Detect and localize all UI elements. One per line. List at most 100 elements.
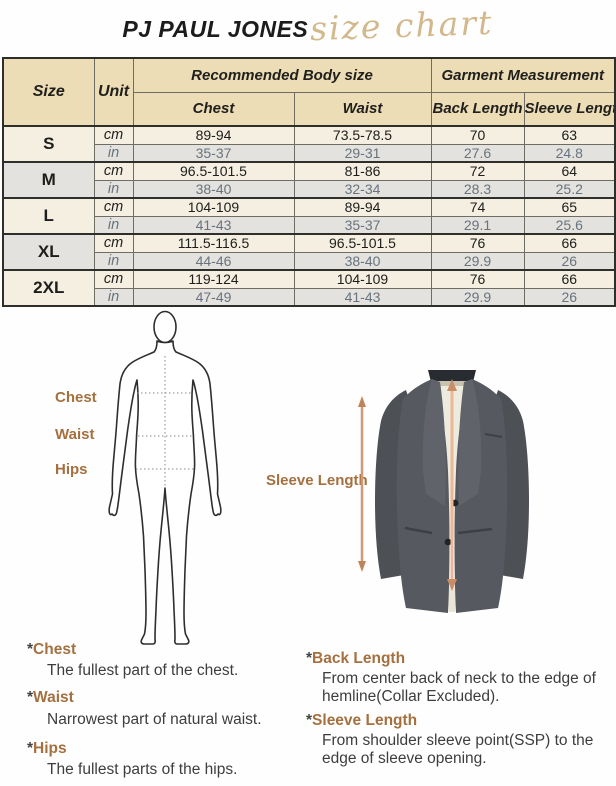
value-cell: 38-40	[132, 179, 295, 199]
asterisk: *	[306, 712, 313, 729]
row-l-in: in 41-43 35-37 29.1 25.6	[3, 215, 616, 235]
value-cell: 25.6	[523, 215, 616, 235]
note-hips-desc: The fullest parts of the hips.	[47, 761, 238, 778]
page-title: PJ PAUL JONES size chart	[0, 2, 616, 50]
unit-cell: in	[93, 287, 134, 307]
header-garment-group: Garment Measurement	[430, 57, 616, 93]
asterisk: *	[27, 689, 34, 706]
unit-cell: cm	[93, 161, 134, 181]
value-cell: 27.6	[430, 143, 525, 163]
size-table: Size Unit Recommended Body size Garment …	[2, 57, 616, 307]
header-waist: Waist	[293, 91, 432, 127]
value-cell: 89-94	[293, 197, 432, 217]
note-chest-desc: The fullest part of the chest.	[47, 662, 239, 679]
value-cell: 47-49	[132, 287, 295, 307]
value-cell: 29.9	[430, 287, 525, 307]
value-cell: 41-43	[293, 287, 432, 307]
unit-cell: cm	[93, 233, 134, 253]
row-l-cm: L cm 104-109 89-94 74 65	[2, 197, 616, 235]
note-hips-title: *Hips	[27, 740, 67, 757]
size-cell: 2XL	[2, 269, 95, 307]
row-m-cm: M cm 96.5-101.5 81-86 72 64	[2, 161, 616, 199]
sleeve-length-arrow-icon	[358, 396, 366, 572]
note-sleeve-length-desc: From shoulder sleeve point(SSP) to the e…	[322, 732, 594, 767]
body-figure-illustration	[108, 310, 222, 645]
value-cell: 96.5-101.5	[293, 233, 432, 253]
size-chart-script-title: size chart	[309, 2, 495, 49]
value-cell: 72	[430, 161, 525, 181]
value-cell: 29-31	[293, 143, 432, 163]
header-back-length: Back Length	[430, 91, 525, 127]
note-chest-title: *Chest	[27, 641, 77, 658]
jacket-illustration	[358, 370, 529, 613]
brand-title: PJ PAUL JONES	[122, 16, 309, 42]
header-chest: Chest	[132, 91, 295, 127]
value-cell: 104-109	[132, 197, 295, 217]
size-cell: XL	[2, 233, 95, 271]
unit-cell: cm	[93, 125, 134, 145]
header-body-group: Recommended Body size	[132, 57, 432, 93]
note-back-length-title: *Back Length	[306, 650, 406, 667]
row-2xl-in: in 47-49 41-43 29.9 26	[3, 287, 616, 307]
asterisk: *	[27, 740, 34, 757]
value-cell: 32-34	[293, 179, 432, 199]
size-cell: S	[2, 125, 95, 163]
value-cell: 119-124	[132, 269, 295, 289]
value-cell: 64	[523, 161, 616, 181]
size-cell: L	[2, 197, 95, 235]
unit-cell: in	[93, 215, 134, 235]
note-waist-title: *Waist	[27, 689, 74, 706]
back-length-arrow-icon	[447, 379, 457, 591]
value-cell: 26	[523, 251, 616, 271]
note-back-length-desc: From center back of neck to the edge of …	[322, 670, 596, 705]
value-cell: 41-43	[132, 215, 295, 235]
value-cell: 111.5-116.5	[132, 233, 295, 253]
value-cell: 29.9	[430, 251, 525, 271]
note-sleeve-length-title: *Sleeve Length	[306, 712, 418, 729]
size-cell: M	[2, 161, 95, 199]
value-cell: 66	[523, 233, 616, 253]
value-cell: 96.5-101.5	[132, 161, 295, 181]
row-s-in: in 35-37 29-31 27.6 24.8	[3, 143, 616, 163]
header-unit: Unit	[93, 57, 134, 127]
value-cell: 28.3	[430, 179, 525, 199]
row-2xl-cm: 2XL cm 119-124 104-109 76 66	[2, 269, 616, 307]
header-sleeve-length: Sleeve Length	[523, 91, 616, 127]
header-size: Size	[2, 57, 95, 127]
value-cell: 104-109	[293, 269, 432, 289]
waist-label: Waist	[55, 426, 95, 443]
value-cell: 63	[523, 125, 616, 145]
unit-cell: in	[93, 179, 134, 199]
value-cell: 24.8	[523, 143, 616, 163]
unit-cell: cm	[93, 197, 134, 217]
asterisk: *	[306, 650, 313, 667]
row-m-in: in 38-40 32-34 28.3 25.2	[3, 179, 616, 199]
value-cell: 89-94	[132, 125, 295, 145]
table-header-row-groups: Size Unit Recommended Body size Garment …	[2, 57, 616, 127]
hips-label: Hips	[55, 461, 88, 478]
unit-cell: cm	[93, 269, 134, 289]
table-header-row-columns: Chest Waist Back Length Sleeve Length	[3, 91, 616, 127]
value-cell: 65	[523, 197, 616, 217]
value-cell: 76	[430, 233, 525, 253]
row-xl-cm: XL cm 111.5-116.5 96.5-101.5 76 66	[2, 233, 616, 271]
value-cell: 74	[430, 197, 525, 217]
note-waist-desc: Narrowest part of natural waist.	[47, 711, 262, 728]
value-cell: 35-37	[293, 215, 432, 235]
unit-cell: in	[93, 143, 134, 163]
value-cell: 35-37	[132, 143, 295, 163]
jacket-button	[444, 538, 452, 546]
value-cell: 81-86	[293, 161, 432, 181]
unit-cell: in	[93, 251, 134, 271]
value-cell: 26	[523, 287, 616, 307]
row-s-cm: S cm 89-94 73.5-78.5 70 63	[2, 125, 616, 163]
value-cell: 73.5-78.5	[293, 125, 432, 145]
sleeve-length-label: Sleeve Length	[266, 472, 368, 489]
chest-label: Chest	[55, 389, 97, 406]
value-cell: 29.1	[430, 215, 525, 235]
value-cell: 38-40	[293, 251, 432, 271]
row-xl-in: in 44-46 38-40 29.9 26	[3, 251, 616, 271]
asterisk: *	[27, 641, 34, 658]
value-cell: 44-46	[132, 251, 295, 271]
